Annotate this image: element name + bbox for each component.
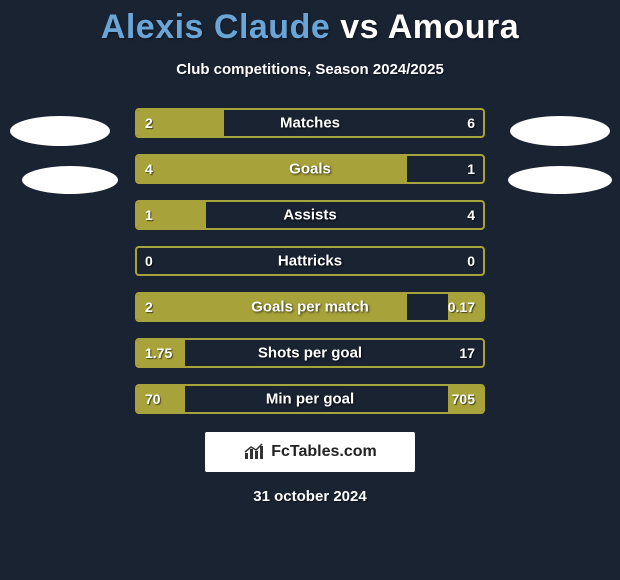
player2-badge-icon [510,116,610,146]
stat-value-left: 2 [145,115,153,131]
player2-badge2-icon [508,166,612,194]
stat-fill-left [137,156,407,182]
chart-icon [243,443,265,461]
stat-value-left: 2 [145,299,153,315]
stat-value-right: 1 [467,161,475,177]
player2-name: Amoura [388,8,519,46]
stat-row: 1.75 17 Shots per goal [135,338,485,368]
stat-value-right: 705 [452,391,475,407]
stat-label: Goals [289,161,331,178]
stat-value-left: 70 [145,391,161,407]
stat-row: 1 4 Assists [135,200,485,230]
stat-value-right: 17 [459,345,475,361]
footer-date: 31 october 2024 [0,488,620,505]
stat-label: Goals per match [251,299,369,316]
stat-value-left: 1.75 [145,345,172,361]
stat-row: 0 0 Hattricks [135,246,485,276]
stat-value-right: 0.17 [448,299,475,315]
stat-row: 2 0.17 Goals per match [135,292,485,322]
chart-area: 2 6 Matches 4 1 Goals 1 4 Assists 0 0 Hattricks 2 0.1… [0,108,620,414]
player1-badge-icon [10,116,110,146]
stat-value-left: 4 [145,161,153,177]
comparison-title: Alexis Claude vs Amoura [0,0,620,47]
stat-label: Matches [280,115,340,132]
stat-label: Hattricks [278,253,342,270]
stat-value-left: 0 [145,253,153,269]
footer-logo: FcTables.com [205,432,415,472]
stat-label: Min per goal [266,391,354,408]
stat-row: 70 705 Min per goal [135,384,485,414]
stat-label: Shots per goal [258,345,362,362]
player1-name: Alexis Claude [101,8,330,46]
stat-value-right: 6 [467,115,475,131]
subtitle: Club competitions, Season 2024/2025 [0,61,620,78]
stat-rows: 2 6 Matches 4 1 Goals 1 4 Assists 0 0 Hattricks 2 0.1… [135,108,485,414]
stat-value-left: 1 [145,207,153,223]
stat-row: 4 1 Goals [135,154,485,184]
stat-value-right: 4 [467,207,475,223]
footer-logo-text: FcTables.com [271,443,377,461]
stat-label: Assists [283,207,336,224]
stat-row: 2 6 Matches [135,108,485,138]
vs-text: vs [340,8,379,46]
player1-badge2-icon [22,166,118,194]
stat-value-right: 0 [467,253,475,269]
